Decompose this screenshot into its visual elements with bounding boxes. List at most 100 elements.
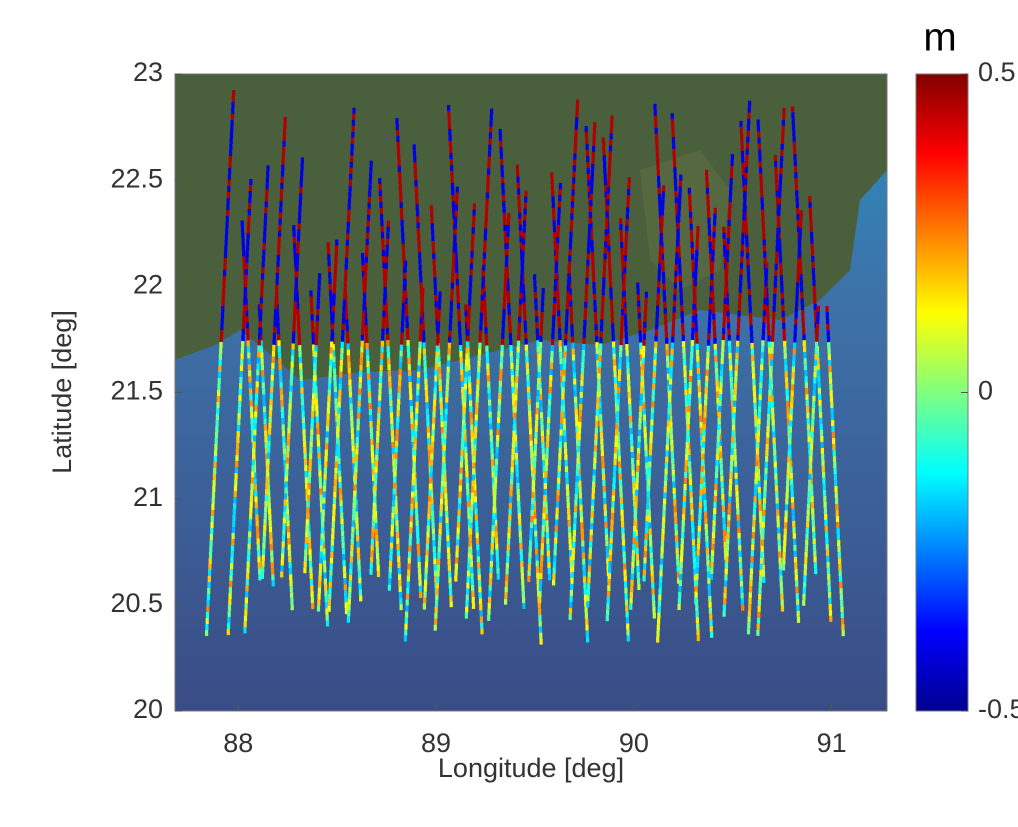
track-dot <box>677 204 681 211</box>
track-dot <box>622 273 626 280</box>
track-dot <box>211 492 216 499</box>
track-dot <box>340 524 344 531</box>
track-dot <box>804 545 808 552</box>
track-dot <box>536 584 540 591</box>
track-dot <box>732 418 736 425</box>
track-dot <box>821 465 825 472</box>
track-dot <box>450 170 454 177</box>
track-dot <box>478 348 482 355</box>
track-dot <box>547 417 551 424</box>
track-dot <box>483 234 487 241</box>
track-dot <box>812 273 816 280</box>
track-dot <box>660 540 665 547</box>
track-dot <box>700 471 704 478</box>
track-dot <box>406 340 410 347</box>
track-dot <box>244 609 248 616</box>
track-dot <box>297 333 301 340</box>
track-dot <box>384 310 388 317</box>
track-dot <box>663 307 667 314</box>
track-dot <box>698 507 702 514</box>
track-dot <box>609 287 613 294</box>
track-dot <box>794 184 799 191</box>
track-dot <box>530 458 534 465</box>
track-dot <box>428 483 432 490</box>
track-dot <box>554 261 559 268</box>
track-dot <box>486 363 490 370</box>
track-dot <box>403 635 407 642</box>
track-dot <box>324 596 328 603</box>
track-dot <box>350 415 354 422</box>
track-dot <box>398 172 402 179</box>
track-dot <box>619 333 623 340</box>
track-dot <box>701 447 705 454</box>
track-dot <box>656 163 660 170</box>
track-dot <box>553 549 557 556</box>
track-dot <box>396 404 400 411</box>
track-dot <box>376 558 380 565</box>
track-dot <box>341 530 345 537</box>
track-dot <box>657 269 661 276</box>
track-dot <box>767 413 771 420</box>
track-dot <box>449 152 453 159</box>
track-dot <box>542 460 546 467</box>
track-dot <box>231 527 235 534</box>
track-dot <box>694 313 698 320</box>
track-dot <box>715 460 719 467</box>
track-dot <box>345 239 349 246</box>
track-dot <box>603 247 607 254</box>
track-dot <box>594 324 598 331</box>
track-dot <box>458 338 462 345</box>
track-dot <box>586 595 590 602</box>
track-dot <box>737 304 741 311</box>
track-dot <box>249 394 253 401</box>
track-dot <box>621 539 626 546</box>
track-dot <box>238 389 242 396</box>
track-dot <box>706 345 710 352</box>
track-dot <box>600 450 604 457</box>
track-dot <box>728 208 732 215</box>
track-dot <box>434 295 438 302</box>
track-dot <box>485 204 489 211</box>
track-dot <box>460 368 464 375</box>
track-dot <box>559 429 563 436</box>
track-dot <box>719 457 723 464</box>
track-dot <box>453 234 457 241</box>
track-dot <box>619 485 623 492</box>
track-dot <box>237 419 241 426</box>
track-dot <box>795 580 799 587</box>
track-dot <box>600 319 604 326</box>
track-dot <box>228 599 232 606</box>
track-dot <box>736 328 740 335</box>
track-dot <box>287 433 291 440</box>
track-dot <box>688 479 693 486</box>
track-dot <box>425 543 429 550</box>
track-dot <box>541 442 545 449</box>
track-dot <box>537 378 541 385</box>
track-dot <box>673 167 677 174</box>
track-dot <box>691 527 695 534</box>
track-dot <box>815 335 819 342</box>
track-dot <box>707 217 711 224</box>
track-dot <box>570 330 574 337</box>
track-dot <box>610 513 614 520</box>
track-dot <box>423 591 427 598</box>
track-dot <box>585 138 589 145</box>
track-dot <box>339 359 343 366</box>
track-dot <box>727 334 731 341</box>
track-dot <box>427 450 432 457</box>
track-dot <box>416 222 420 229</box>
track-dot <box>493 494 497 501</box>
track-dot <box>671 457 675 464</box>
track-dot <box>752 514 756 521</box>
track-dot <box>484 210 489 217</box>
track-dot <box>415 514 419 521</box>
track-dot <box>636 465 640 472</box>
track-dot <box>496 567 500 574</box>
track-dot <box>722 232 726 239</box>
track-dot <box>472 468 476 475</box>
track-dot <box>595 409 599 416</box>
track-dot <box>411 491 415 498</box>
track-dot <box>545 532 550 539</box>
track-dot <box>551 339 555 346</box>
track-dot <box>711 249 715 256</box>
